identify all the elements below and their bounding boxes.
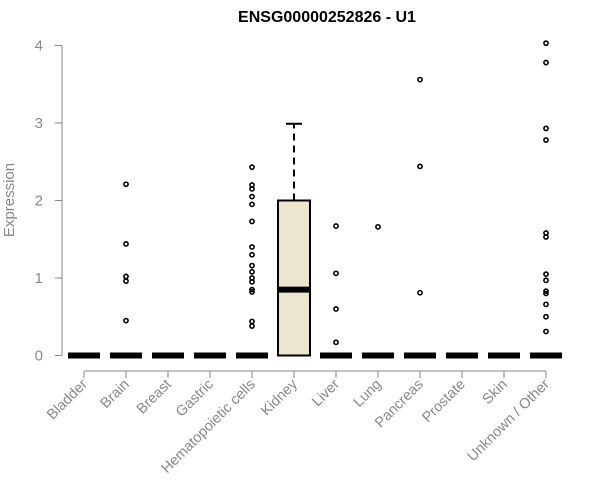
outlier-point [123, 240, 129, 247]
outlier-point [543, 59, 549, 66]
y-tick-label: 2 [35, 193, 43, 210]
box-lung [362, 223, 394, 359]
x-tick-label: Skin [480, 377, 511, 408]
outlier-point [417, 76, 423, 83]
y-tick-label: 4 [35, 38, 43, 55]
outlier-point [249, 286, 255, 293]
y-axis: 0 1 2 3 4 [35, 38, 63, 365]
box-body [277, 199, 311, 357]
outlier-point [249, 323, 255, 329]
y-tick-label: 3 [35, 115, 43, 132]
outlier-point [333, 306, 339, 312]
chart-title: ENSG00000252826 - U1 [238, 9, 416, 26]
outlier-point [543, 137, 549, 143]
outlier-point [543, 328, 549, 335]
outlier-point [249, 185, 255, 192]
outlier-point [249, 289, 255, 295]
box-unknown-other [530, 40, 562, 359]
outlier-point [123, 317, 129, 324]
outlier-point [543, 288, 549, 295]
outlier-point [123, 273, 129, 280]
outlier-point [543, 290, 549, 297]
outlier-point [417, 163, 423, 170]
outlier-point [249, 201, 255, 208]
x-tick-label: Lung [351, 377, 385, 411]
x-tick-label: Liver [309, 376, 343, 410]
outlier-point [249, 193, 255, 200]
boxes-layer [68, 40, 562, 359]
outlier-point [333, 339, 339, 346]
x-tick-label: Breast [134, 377, 175, 418]
outlier-point [249, 278, 255, 285]
y-tick-label: 0 [35, 348, 43, 365]
outlier-point [333, 270, 339, 277]
outlier-point [333, 223, 339, 229]
y-tick-label: 1 [35, 270, 43, 287]
box-kidney [277, 122, 311, 357]
x-tick-label: Kidney [258, 376, 301, 419]
outlier-point [249, 218, 255, 225]
x-tick-label: Bladder [44, 376, 91, 423]
outlier-point [249, 268, 255, 275]
outlier-point [249, 244, 255, 250]
outlier-point [543, 234, 549, 240]
box-pancreas [404, 76, 436, 359]
outlier-point [543, 277, 549, 284]
outlier-point [543, 40, 549, 47]
outlier-point [417, 289, 423, 296]
outlier-point [249, 164, 255, 171]
outlier-point [123, 278, 129, 284]
outlier-point [543, 271, 549, 278]
outlier-point [249, 251, 255, 258]
x-tick-label: Brain [98, 377, 133, 412]
outlier-point [543, 301, 549, 308]
y-axis-label: Expression [1, 163, 18, 237]
outlier-point [249, 262, 255, 269]
outlier-point [375, 223, 381, 230]
outlier-point [123, 181, 129, 188]
outlier-point [543, 313, 549, 320]
box-hematopoietic-cells [236, 164, 268, 359]
outlier-point [543, 125, 549, 132]
box-brain [110, 181, 142, 359]
outlier-point [249, 318, 255, 325]
box-liver [320, 223, 352, 359]
x-tick-label: Prostate [419, 377, 468, 426]
